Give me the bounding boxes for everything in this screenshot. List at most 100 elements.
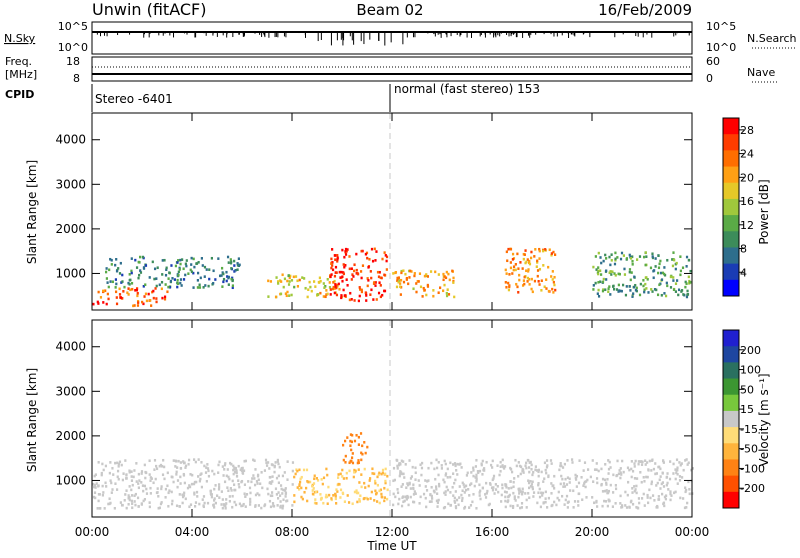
heatmap-cell [614,251,617,255]
heatmap-cell [230,489,233,492]
heatmap-cell [107,285,110,289]
heatmap-cell [478,491,481,494]
heatmap-cell [331,261,334,264]
heatmap-cell [571,461,574,464]
heatmap-cell [525,498,528,502]
heatmap-cell [276,458,279,462]
heatmap-cell [663,272,666,276]
heatmap-cell [612,491,615,494]
heatmap-cell [322,501,325,505]
heatmap-cell [370,247,374,251]
heatmap-cell [142,284,145,288]
heatmap-cell [414,471,417,475]
heatmap-cell [317,293,320,296]
heatmap-cell [172,459,175,462]
heatmap-cell [689,269,692,273]
heatmap-cell [100,471,103,475]
heatmap-cell [311,492,315,496]
heatmap-cell [101,484,104,488]
heatmap-cell [517,474,520,478]
heatmap-cell [614,487,618,491]
heatmap-cell [634,283,637,287]
heatmap-cell [542,480,545,483]
heatmap-cell [167,504,170,508]
heatmap-cell [492,477,495,480]
heatmap-cell [639,470,642,474]
heatmap-cell [280,280,283,283]
heatmap-cell [400,504,404,508]
heatmap-cell [350,267,353,271]
heatmap-cell [505,272,508,275]
heatmap-cell [206,501,210,505]
heatmap-cell [97,499,100,503]
heatmap-cell [235,471,238,475]
heatmap-cell [130,479,134,482]
heatmap-cell [338,270,341,274]
x-tick-label: 16:00 [475,525,510,539]
heatmap-cell [618,469,621,472]
heatmap-cell [443,275,446,278]
heatmap-cell [438,484,441,488]
freq-panel: Freq. [MHz] 18 8 60 0 Nave [5,55,778,85]
heatmap-cell [214,278,217,281]
heatmap-cell [481,486,485,490]
heatmap-cell [270,463,273,466]
heatmap-cell [276,460,279,463]
heatmap-cell [228,461,232,465]
heatmap-cell [617,472,621,476]
beam-title: Beam 02 [356,1,423,19]
heatmap-cell [232,464,235,468]
heatmap-cell [315,477,318,480]
heatmap-cell [546,464,549,467]
heatmap-cell [608,285,611,288]
heatmap-cell [282,285,285,289]
heatmap-cell [168,285,172,289]
heatmap-cell [454,505,458,508]
heatmap-cell [507,247,510,251]
heatmap-cell [504,280,507,284]
heatmap-cell [476,470,480,473]
heatmap-cell [475,506,478,510]
heatmap-cell [674,490,677,494]
heatmap-cell [517,461,520,464]
heatmap-cell [277,282,280,285]
heatmap-cell [683,506,687,510]
heatmap-cell [207,284,210,288]
heatmap-cell [374,492,378,496]
heatmap-cell [195,490,199,494]
heatmap-cell [529,460,532,464]
heatmap-cell [410,475,413,478]
heatmap-cell [253,459,256,463]
heatmap-cell [210,493,213,496]
heatmap-cell [637,460,640,463]
heatmap-cell [326,502,329,506]
heatmap-cell [518,487,521,491]
heatmap-cell [687,258,690,262]
heatmap-cell [376,270,380,274]
heatmap-cell [252,458,255,462]
heatmap-cell [130,494,134,497]
heatmap-cell [639,282,642,286]
heatmap-cell [430,485,433,489]
heatmap-cell [646,277,649,281]
heatmap-cell [300,486,303,490]
heatmap-cell [396,279,399,282]
heatmap-cell [392,272,395,275]
heatmap-cell [625,285,628,288]
heatmap-cell [202,495,206,498]
heatmap-cell [523,253,526,256]
heatmap-cell [545,471,548,475]
heatmap-cell [685,458,688,461]
heatmap-cell [614,502,617,505]
heatmap-cell [166,290,169,294]
heatmap-cell [130,281,134,285]
heatmap-cell [133,469,136,472]
heatmap-cell [110,491,113,494]
heatmap-cell [504,268,507,272]
heatmap-cell [294,472,297,476]
heatmap-cell [565,494,569,498]
heatmap-cell [563,485,567,488]
heatmap-cell [360,458,363,462]
heatmap-cell [560,474,563,478]
heatmap-cell [357,443,361,446]
